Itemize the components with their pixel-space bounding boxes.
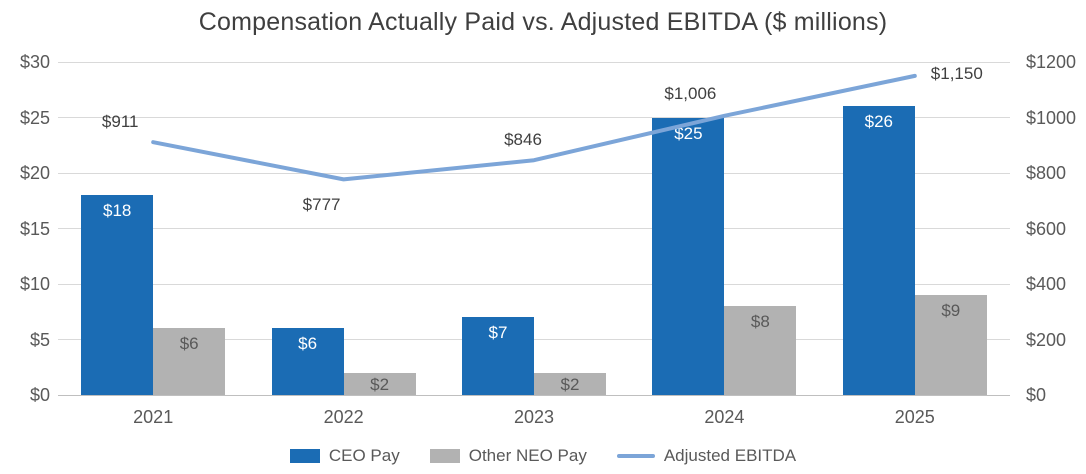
gridline [58,117,1010,118]
legend-label: CEO Pay [328,446,400,465]
bar-data-label: $8 [750,312,770,332]
right-axis-tick-label: $400 [1026,274,1067,294]
legend-line-swatch [616,454,655,458]
bar-data-label: $6 [298,334,318,354]
gridline [58,339,1010,340]
left-axis-tick-label: $5 [29,329,50,350]
other-neo-pay-bar [914,295,987,395]
chart-title: Compensation Actually Paid vs. Adjusted … [198,8,888,36]
x-axis-line [58,394,1010,396]
other-neo-pay-bar [534,372,606,395]
bar-data-label: $25 [674,123,703,143]
gridline [58,283,1010,285]
legend-item-adjusted-ebitda: Adjusted EBITDA [616,446,797,466]
legend-label: Other NEO Pay [468,446,587,465]
left-axis-tick-label: $15 [19,218,50,239]
legend-item-ceo-pay: CEO Pay [289,446,400,466]
left-axis-tick-label: $30 [19,52,50,72]
category-axis-label: 2021 [133,407,174,427]
left-axis-tick-label: $10 [19,274,50,294]
right-axis-tick-label: $0 [1026,385,1047,405]
bar-data-label: $2 [560,374,580,394]
legend: CEO Pay Other NEO Pay Adjusted EBITDA [0,446,1086,466]
line-data-label: $846 [504,130,542,150]
left-axis-tick-label: $0 [29,385,50,405]
right-axis-tick-label: $1000 [1026,107,1077,128]
bar-data-label: $7 [488,323,508,343]
plot-area: $0 $0 $5 $200 $10 $400 $15 $600 $20 $800 $25 $1000 $… [20,52,1076,427]
gridline [58,172,1010,174]
bar-data-label: $26 [864,112,893,132]
line-data-label: $1,150 [930,63,983,83]
left-axis-tick-label: $25 [19,107,50,128]
other-neo-pay-bar [153,328,226,395]
category-axis-label: 2025 [894,407,935,427]
legend-bar-swatch [289,449,320,463]
ceo-pay-bar [842,106,915,395]
other-neo-pay-bar [724,306,797,395]
right-axis-tick-label: $600 [1026,218,1067,239]
legend-item-other-neo-pay: Other NEO Pay [429,446,587,466]
legend-bar-swatch [429,449,460,463]
legend-label: Adjusted EBITDA [663,446,797,465]
right-axis-tick-label: $1200 [1026,52,1077,72]
category-axis-label: 2023 [513,407,555,427]
line-data-label: $911 [101,112,139,132]
gridline [58,228,1010,229]
ceo-pay-bar [81,195,154,395]
left-axis-tick-label: $20 [19,163,50,183]
adjusted-ebitda-line [151,73,917,182]
bar-data-label: $2 [370,374,390,394]
ceo-pay-bar [271,328,344,395]
right-axis-tick-label: $800 [1026,163,1067,183]
right-axis-tick-label: $200 [1026,329,1067,350]
other-neo-pay-bar [343,372,416,395]
bar-data-label: $6 [179,334,199,354]
line-data-label: $777 [302,195,341,215]
ceo-pay-bar [462,317,534,395]
gridline [58,61,1010,63]
bar-data-label: $9 [941,301,961,321]
category-axis-label: 2022 [323,407,364,427]
line-data-label: $1,006 [664,83,717,103]
bar-data-label: $18 [103,201,132,221]
ceo-pay-bar [652,117,725,395]
category-axis-label: 2024 [704,407,745,427]
